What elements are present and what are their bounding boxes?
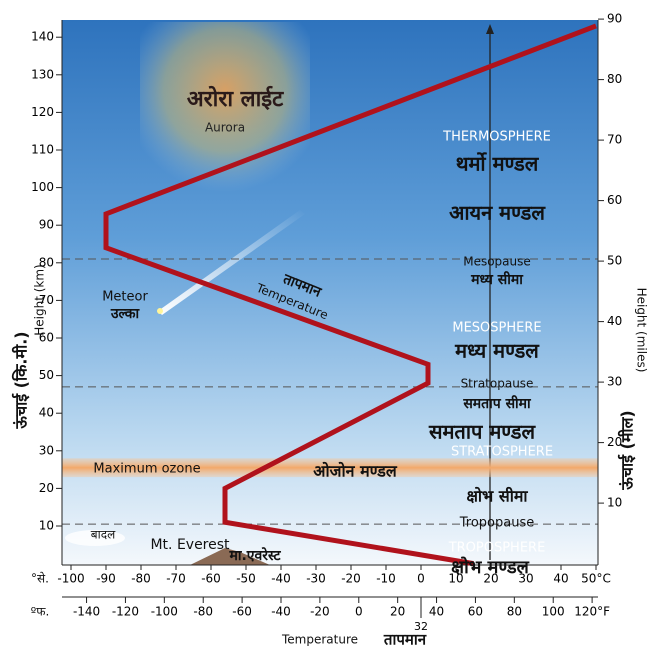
temperature-curve (103, 23, 597, 567)
celsius-tick-label: -20 (341, 572, 361, 586)
stratopause-hi: समताप सीमा (462, 395, 532, 412)
celsius-tick-label: 40 (553, 572, 568, 586)
celsius-tick-label: 30 (518, 572, 533, 586)
fahrenheit-tick-label: -140 (73, 605, 100, 619)
mile-tick-label: 70 (607, 133, 622, 147)
aurora: Aurora (205, 121, 245, 135)
thermosphere: THERMOSPHERE (442, 130, 551, 145)
meteor: Meteor (102, 290, 148, 305)
mesopause: Mesopause (463, 255, 531, 269)
km-tick-label: 110 (31, 143, 54, 157)
fahrenheit-tick-label: 40 (429, 605, 444, 619)
stratosphere: STRATOSPHERE (451, 445, 553, 460)
celsius-tick-label: 50°C (581, 572, 611, 586)
everest: Mt. Everest (150, 537, 230, 553)
mile-tick-label: 30 (607, 375, 622, 389)
mountain (190, 548, 270, 565)
meteor-trail (158, 210, 305, 315)
km-tick-label: 10 (39, 519, 54, 533)
celsius-tick-label: -40 (271, 572, 291, 586)
fahrenheit-tick-label: 100 (542, 605, 565, 619)
height-miles: Height (miles) (635, 288, 649, 373)
celsius-tick-label: -50 (236, 572, 256, 586)
meteor-hi: उल्का (110, 306, 141, 322)
aurora-hi: अरोरा लाईट (187, 85, 284, 112)
cloud (65, 530, 125, 546)
aurora-glow (140, 22, 310, 192)
fahrenheit-tick-label: -100 (151, 605, 178, 619)
ozone-hi: ओजोन मण्डल (313, 462, 398, 481)
celsius-tick-label: -60 (201, 572, 221, 586)
celsius-tick-label: -30 (306, 572, 326, 586)
celsius-tick-label: -70 (166, 572, 186, 586)
celsius-tick-label: -10 (376, 572, 396, 586)
km-tick-label: 140 (31, 30, 54, 44)
troposphere-hi: क्षोभ मण्डल (451, 556, 529, 578)
fahrenheit-tick-label: 80 (507, 605, 522, 619)
fahrenheit-tick-label: -120 (112, 605, 139, 619)
height-km-hi: ऊंचाई (कि.मी.) (12, 331, 31, 429)
tropopause: Tropopause (459, 516, 534, 531)
km-tick-label: 40 (39, 406, 54, 420)
mile-tick-label: 60 (607, 193, 622, 207)
height-miles-hi: ऊंचाई (मील) (618, 410, 637, 490)
fahrenheit-tick-label: -40 (271, 605, 291, 619)
temperature: Temperature (281, 633, 358, 647)
mile-tick-label: 90 (607, 12, 622, 26)
celsius-tick-label: -90 (96, 572, 116, 586)
km-tick-label: 90 (39, 218, 54, 232)
km-tick-label: 50 (39, 368, 54, 382)
km-tick-label: 20 (39, 481, 54, 495)
celsius-tick-label: 10 (448, 572, 463, 586)
arrow-head (486, 24, 494, 34)
mile-tick-label: 50 (607, 254, 622, 268)
km-tick-label: 100 (31, 180, 54, 194)
mile-tick-label: 20 (607, 435, 622, 449)
km-tick-label: 80 (39, 255, 54, 269)
mesosphere: MESOSPHERE (452, 321, 541, 336)
thermosphere-hi: थर्मो मण्डल (456, 152, 540, 176)
mile-tick-label: 80 (607, 72, 622, 86)
clouds-hi: बादल (91, 528, 116, 542)
stratopause: Stratopause (461, 377, 534, 391)
fahrenheit-tick-label: 60 (468, 605, 483, 619)
height-km: Height (km) (33, 264, 47, 335)
km-tick-label: 130 (31, 67, 54, 81)
tropopause-hi: क्षोभ सीमा (466, 487, 528, 506)
fahrenheit-tick-label: -60 (232, 605, 252, 619)
ionosphere-hi: आयन मण्डल (449, 201, 546, 225)
km-tick-label: 60 (39, 331, 54, 345)
celsius-prefix: °से. (31, 572, 49, 586)
fahrenheit-tick-label: -80 (193, 605, 213, 619)
fahrenheit-tick-label: 20 (390, 605, 405, 619)
everest-hi: मा.एवरेस्ट (228, 547, 281, 564)
km-tick-label: 120 (31, 105, 54, 119)
fahrenheit-mark-label: 32 (414, 620, 428, 633)
stratosphere-hi: समताप मण्डल (428, 420, 537, 444)
km-tick-label: 70 (39, 293, 54, 307)
km-tick-label: 30 (39, 443, 54, 457)
celsius-tick-label: 20 (483, 572, 498, 586)
celsius-tick-label: -80 (131, 572, 151, 586)
mesopause-hi: मध्य सीमा (470, 271, 524, 288)
troposphere: TROPOSPHERE (448, 541, 546, 556)
meteor-dot (157, 308, 163, 314)
ozone: Maximum ozone (93, 462, 200, 477)
fahrenheit-tick-label: 0 (355, 605, 363, 619)
mile-tick-label: 10 (607, 496, 622, 510)
celsius-tick-label: -100 (57, 572, 84, 586)
mesosphere-hi: मध्य मण्डल (454, 339, 540, 363)
fahrenheit-tick-label: 120°F (574, 605, 610, 619)
ozone-band (62, 458, 598, 478)
fahrenheit-tick-label: -20 (310, 605, 330, 619)
mile-tick-label: 40 (607, 314, 622, 328)
temperature-hi: तापमान (383, 631, 427, 649)
fahrenheit-prefix: ºफ. (31, 605, 50, 619)
celsius-tick-label: 0 (417, 572, 425, 586)
